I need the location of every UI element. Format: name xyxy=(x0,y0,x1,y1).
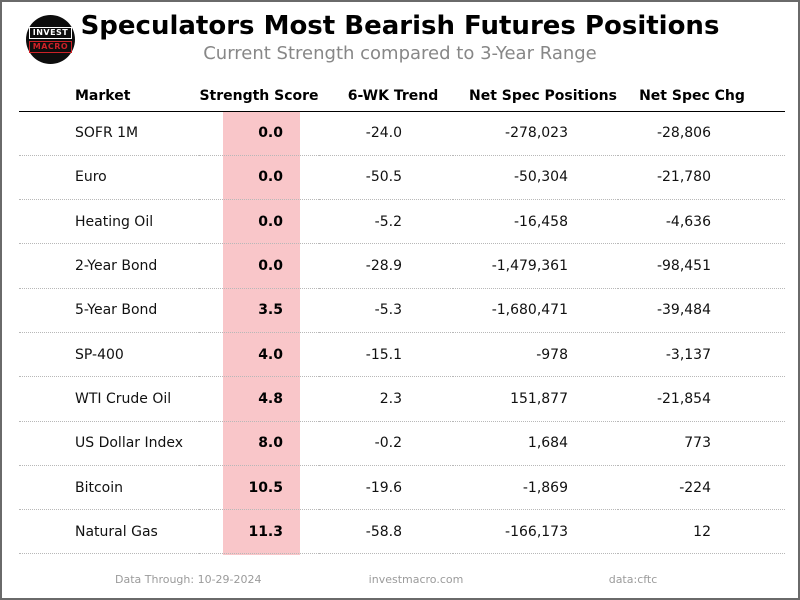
net-positions-cell: -1,479,361 xyxy=(453,243,618,289)
header-net-spec-chg: Net Spec Chg xyxy=(618,81,785,112)
net-chg-cell: -21,854 xyxy=(618,376,785,422)
market-cell: SP-400 xyxy=(19,332,199,378)
trend-cell: -19.6 xyxy=(319,465,453,511)
net-chg-cell: -28,806 xyxy=(618,111,785,156)
net-positions-cell: -16,458 xyxy=(453,199,618,245)
net-positions-cell: 151,877 xyxy=(453,376,618,422)
net-chg-cell: 12 xyxy=(618,509,785,555)
strength-score-cell: 0.0 xyxy=(199,199,319,245)
trend-cell: -24.0 xyxy=(319,111,453,156)
strength-score-cell: 4.8 xyxy=(199,376,319,422)
trend-cell: -5.2 xyxy=(319,199,453,245)
net-positions-cell: -166,173 xyxy=(453,509,618,555)
positions-table: Market Strength Score 6-WK Trend Net Spe… xyxy=(19,81,785,555)
footer-site: investmacro.com xyxy=(368,573,464,586)
market-cell: Bitcoin xyxy=(19,465,199,511)
market-cell: 5-Year Bond xyxy=(19,288,199,333)
trend-cell: -50.5 xyxy=(319,155,453,201)
strength-score-cell: 4.0 xyxy=(199,332,319,378)
market-cell: Euro xyxy=(19,155,199,201)
market-cell: 2-Year Bond xyxy=(19,243,199,289)
table-row: SOFR 1M 0.0 -24.0 -278,023 -28,806 xyxy=(19,111,785,156)
net-positions-cell: -50,304 xyxy=(453,155,618,201)
footer-source: data:cftc xyxy=(608,573,658,586)
table-row: SP-400 4.0 -15.1 -978 -3,137 xyxy=(19,332,785,378)
page-subtitle: Current Strength compared to 3-Year Rang… xyxy=(203,43,597,64)
market-cell: US Dollar Index xyxy=(19,421,199,466)
net-positions-cell: -1,680,471 xyxy=(453,288,618,333)
net-chg-cell: -3,137 xyxy=(618,332,785,378)
header-strength-score: Strength Score xyxy=(199,81,319,112)
trend-cell: 2.3 xyxy=(319,376,453,422)
net-positions-cell: -278,023 xyxy=(453,111,618,156)
table-row: 5-Year Bond 3.5 -5.3 -1,680,471 -39,484 xyxy=(19,288,785,333)
strength-score-cell: 0.0 xyxy=(199,243,319,289)
net-chg-cell: -21,780 xyxy=(618,155,785,201)
strength-score-cell: 8.0 xyxy=(199,421,319,466)
net-positions-cell: 1,684 xyxy=(453,421,618,466)
net-chg-cell: -98,451 xyxy=(618,243,785,289)
market-cell: Heating Oil xyxy=(19,199,199,245)
logo-macro-label: MACRO xyxy=(28,40,73,53)
table-row: Euro 0.0 -50.5 -50,304 -21,780 xyxy=(19,155,785,201)
table-row: 2-Year Bond 0.0 -28.9 -1,479,361 -98,451 xyxy=(19,243,785,289)
strength-score-cell: 11.3 xyxy=(199,509,319,555)
header-6wk-trend: 6-WK Trend xyxy=(319,81,453,112)
page-title: Speculators Most Bearish Futures Positio… xyxy=(80,11,720,41)
trend-cell: -5.3 xyxy=(319,288,453,333)
footer-data-through: Data Through: 10-29-2024 xyxy=(115,573,262,586)
market-cell: WTI Crude Oil xyxy=(19,376,199,422)
net-positions-cell: -978 xyxy=(453,332,618,378)
market-cell: Natural Gas xyxy=(19,509,199,555)
net-chg-cell: -4,636 xyxy=(618,199,785,245)
strength-score-cell: 0.0 xyxy=(199,111,319,156)
net-chg-cell: -224 xyxy=(618,465,785,511)
net-positions-cell: -1,869 xyxy=(453,465,618,511)
trend-cell: -15.1 xyxy=(319,332,453,378)
trend-cell: -0.2 xyxy=(319,421,453,466)
strength-score-cell: 10.5 xyxy=(199,465,319,511)
header-market: Market xyxy=(19,81,199,112)
table-row: US Dollar Index 8.0 -0.2 1,684 773 xyxy=(19,421,785,466)
net-chg-cell: 773 xyxy=(618,421,785,466)
table-row: Heating Oil 0.0 -5.2 -16,458 -4,636 xyxy=(19,199,785,245)
strength-score-cell: 3.5 xyxy=(199,288,319,333)
table-row: Bitcoin 10.5 -19.6 -1,869 -224 xyxy=(19,465,785,511)
header-net-spec-positions: Net Spec Positions xyxy=(453,81,618,112)
net-chg-cell: -39,484 xyxy=(618,288,785,333)
logo-invest-label: INVEST xyxy=(28,26,73,39)
table-header-row: Market Strength Score 6-WK Trend Net Spe… xyxy=(19,81,785,112)
market-cell: SOFR 1M xyxy=(19,111,199,156)
investmacro-logo-icon: INVEST MACRO xyxy=(26,15,75,64)
trend-cell: -28.9 xyxy=(319,243,453,289)
table-row: Natural Gas 11.3 -58.8 -166,173 12 xyxy=(19,509,785,555)
trend-cell: -58.8 xyxy=(319,509,453,555)
table-row: WTI Crude Oil 4.8 2.3 151,877 -21,854 xyxy=(19,376,785,422)
strength-score-cell: 0.0 xyxy=(199,155,319,201)
